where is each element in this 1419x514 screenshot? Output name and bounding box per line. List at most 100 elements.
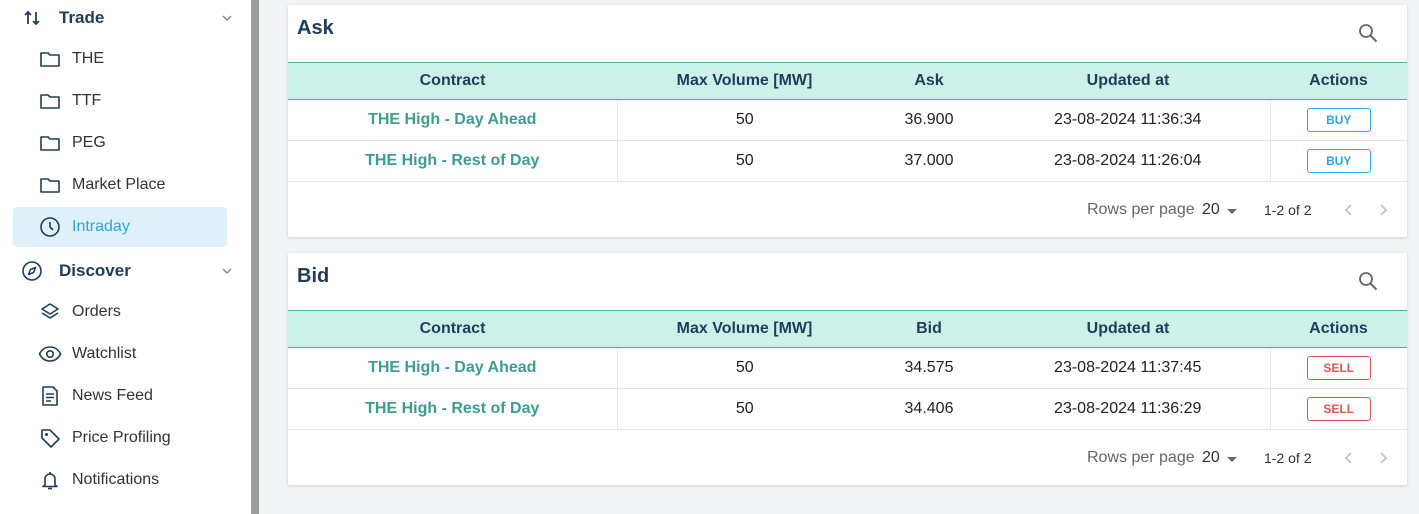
chevron-right-icon (1380, 204, 1388, 216)
sidebar-item-label: News Feed (72, 387, 153, 404)
swap-vertical-icon (20, 6, 44, 30)
rows-per-page-value: 20 (1202, 201, 1220, 218)
updated-cell: 23-08-2024 11:26:04 (1054, 152, 1202, 169)
eye-icon (38, 342, 62, 366)
price-cell: 36.900 (904, 111, 954, 128)
sidebar-section-trade[interactable]: Trade (0, 0, 251, 38)
sidebar-item-label: Intraday (72, 218, 130, 235)
page-range: 1-2 of 2 (1264, 202, 1312, 218)
next-page-button[interactable] (1371, 198, 1395, 222)
compass-icon (20, 259, 44, 283)
ask-title: Ask (297, 17, 334, 39)
column-header-actions: Actions (1270, 310, 1407, 348)
table-header-row: Contract Max Volume [MW] Bid Updated at … (288, 310, 1407, 348)
buy-button[interactable]: BUY (1306, 108, 1371, 132)
sidebar-item-ttf[interactable]: TTF (13, 81, 227, 121)
column-header-max-volume[interactable]: Max Volume [MW] (617, 310, 872, 348)
chevron-down-icon (219, 10, 235, 26)
layers-icon (38, 300, 62, 324)
ask-card: Ask Contract Max Volume [MW] Ask Updated… (288, 5, 1407, 237)
search-icon (1359, 24, 1378, 43)
tag-icon (38, 426, 62, 450)
bid-pagination: Rows per page 20 1-2 of 2 (288, 438, 1407, 478)
column-header-actions: Actions (1270, 62, 1407, 100)
search-icon (1359, 272, 1378, 291)
folder-icon (38, 47, 62, 71)
updated-cell: 23-08-2024 11:37:45 (1054, 359, 1202, 376)
previous-page-button[interactable] (1337, 198, 1361, 222)
contract-cell[interactable]: THE High - Rest of Day (288, 388, 618, 430)
column-header-contract[interactable]: Contract (288, 310, 617, 348)
actions-cell: BUY (1269, 140, 1407, 182)
folder-icon (38, 173, 62, 197)
bid-search-button[interactable] (1356, 269, 1380, 293)
updated-cell: 23-08-2024 11:36:29 (1054, 400, 1202, 417)
rows-per-page-select[interactable]: 20 (1202, 199, 1244, 223)
table-row: THE High - Day Ahead 50 34.575 23-08-202… (288, 347, 1407, 389)
sidebar-item-watchlist[interactable]: Watchlist (13, 334, 227, 374)
contract-cell[interactable]: THE High - Day Ahead (288, 99, 618, 141)
table-header-row: Contract Max Volume [MW] Ask Updated at … (288, 62, 1407, 100)
chevron-left-icon (1344, 204, 1352, 216)
sell-button[interactable]: SELL (1306, 397, 1371, 421)
rows-per-page-label: Rows per page (1087, 449, 1195, 466)
ask-pagination: Rows per page 20 1-2 of 2 (288, 190, 1407, 230)
volume-cell: 50 (735, 111, 754, 128)
sidebar-section-discover[interactable]: Discover (0, 251, 251, 291)
sidebar-item-label: Notifications (72, 471, 160, 488)
previous-page-button[interactable] (1337, 446, 1361, 470)
sidebar-scrollbar[interactable] (251, 0, 259, 514)
next-page-button[interactable] (1371, 446, 1395, 470)
price-cell: 37.000 (904, 152, 954, 169)
sidebar-section-label: Trade (59, 8, 105, 27)
bell-icon (38, 468, 62, 492)
clock-icon (38, 215, 62, 239)
column-header-ask[interactable]: Ask (872, 62, 986, 100)
document-icon (38, 384, 62, 408)
table-row: THE High - Day Ahead 50 36.900 23-08-202… (288, 99, 1407, 141)
sidebar-item-market-place[interactable]: Market Place (13, 165, 227, 205)
sell-button[interactable]: SELL (1306, 356, 1371, 380)
contract-cell[interactable]: THE High - Day Ahead (288, 347, 618, 389)
sidebar-item-price-profiling[interactable]: Price Profiling (13, 418, 227, 458)
sidebar-section-label: Discover (59, 261, 131, 280)
rows-per-page-label: Rows per page (1087, 201, 1195, 218)
contract-cell[interactable]: THE High - Rest of Day (288, 140, 618, 182)
column-header-updated-at[interactable]: Updated at (986, 62, 1270, 100)
sidebar-item-label: Orders (72, 303, 121, 320)
sidebar-item-the[interactable]: THE (13, 39, 227, 79)
sidebar-item-label: Price Profiling (72, 429, 171, 446)
caret-down-icon (1227, 209, 1237, 214)
sidebar-item-label: TTF (72, 92, 102, 109)
bid-card: Bid Contract Max Volume [MW] Bid Updated… (288, 253, 1407, 485)
buy-button[interactable]: BUY (1306, 149, 1371, 173)
column-header-updated-at[interactable]: Updated at (986, 310, 1270, 348)
column-header-max-volume[interactable]: Max Volume [MW] (617, 62, 872, 100)
column-header-contract[interactable]: Contract (288, 62, 617, 100)
price-cell: 34.575 (904, 359, 954, 376)
folder-icon (38, 131, 62, 155)
rows-per-page-select[interactable]: 20 (1202, 447, 1244, 471)
sidebar-item-news-feed[interactable]: News Feed (13, 376, 227, 416)
sidebar-item-label: PEG (72, 134, 106, 151)
page-range: 1-2 of 2 (1264, 450, 1312, 466)
ask-search-button[interactable] (1356, 21, 1380, 45)
actions-cell: SELL (1269, 388, 1407, 430)
bid-title: Bid (297, 265, 330, 287)
updated-cell: 23-08-2024 11:36:34 (1054, 111, 1202, 128)
volume-cell: 50 (735, 400, 754, 417)
chevron-down-icon (219, 263, 235, 279)
sidebar-item-label: Market Place (72, 176, 166, 193)
sidebar-item-orders[interactable]: Orders (13, 292, 227, 332)
volume-cell: 50 (735, 152, 754, 169)
actions-cell: BUY (1269, 99, 1407, 141)
table-row: THE High - Rest of Day 50 34.406 23-08-2… (288, 388, 1407, 430)
chevron-right-icon (1380, 452, 1388, 464)
chevron-left-icon (1344, 452, 1352, 464)
volume-cell: 50 (735, 359, 754, 376)
actions-cell: SELL (1269, 347, 1407, 389)
sidebar-item-intraday[interactable]: Intraday (13, 207, 227, 247)
sidebar-item-peg[interactable]: PEG (13, 123, 227, 163)
sidebar-item-notifications[interactable]: Notifications (13, 460, 227, 500)
column-header-bid[interactable]: Bid (872, 310, 986, 348)
